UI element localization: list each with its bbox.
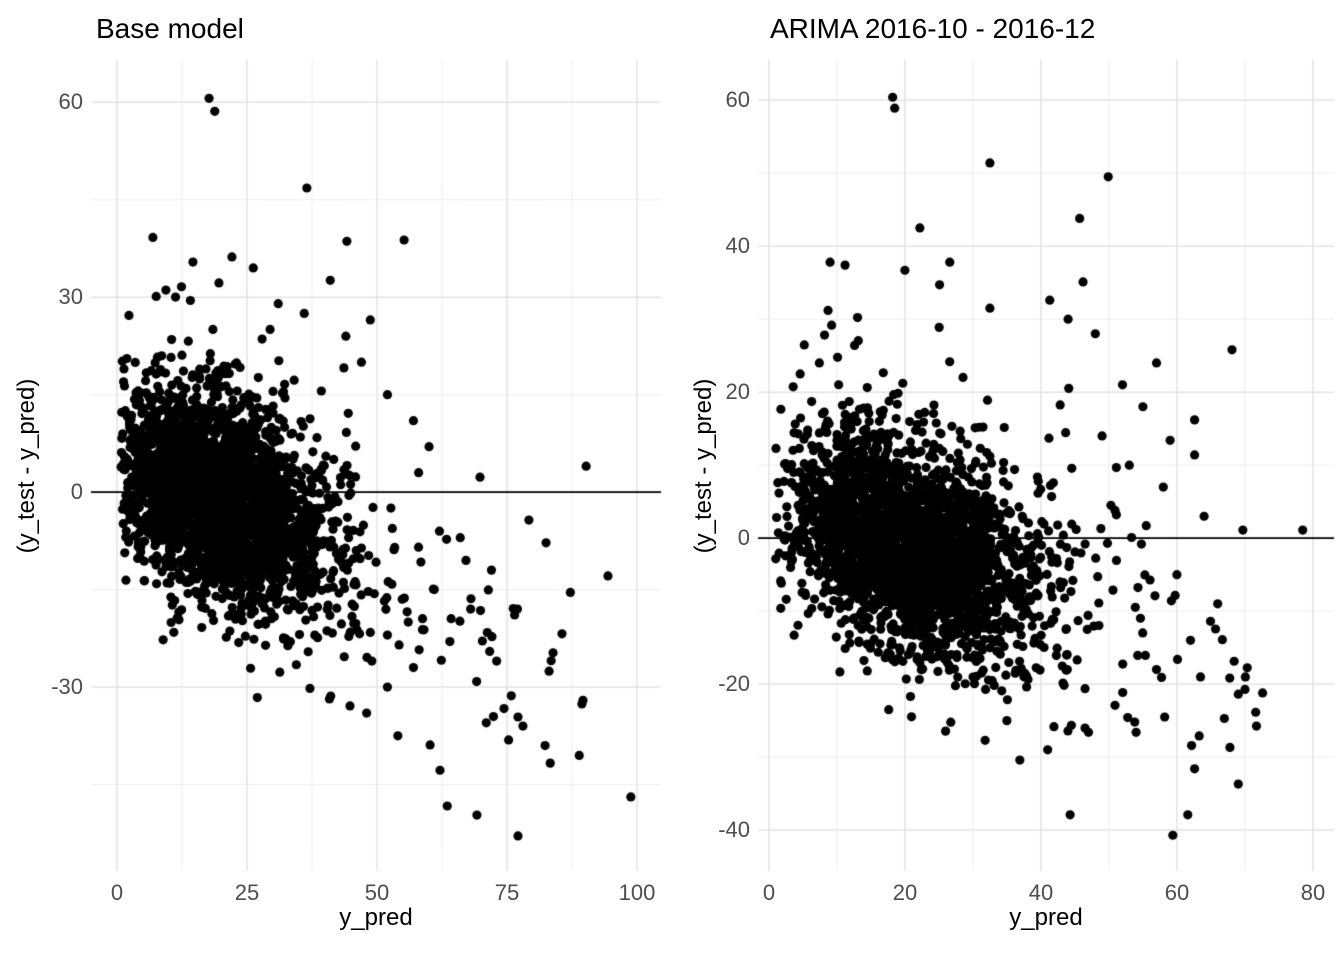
y-tick-label: 0 (70, 479, 83, 504)
x-tick-label: 0 (110, 880, 124, 905)
x-tick-label: 0 (762, 880, 776, 905)
y-tick-label: -20 (718, 671, 750, 696)
x-tick-label: 50 (364, 880, 390, 905)
y-tick-label: 0 (737, 525, 750, 550)
x-tick-label: 80 (1300, 880, 1326, 905)
left-x-axis-title: y_pred (339, 904, 413, 931)
left-plot-title: Base model (96, 13, 244, 44)
x-tick-label: 100 (618, 880, 656, 905)
right-x-axis-title: y_pred (1009, 904, 1083, 931)
x-tick-label: 25 (234, 880, 260, 905)
x-tick-label: 40 (1028, 880, 1054, 905)
x-tick-label: 75 (494, 880, 520, 905)
y-tick-label: 30 (58, 284, 83, 309)
x-tick-label: 60 (1164, 880, 1190, 905)
right-plot-title: ARIMA 2016-10 - 2016-12 (770, 13, 1096, 44)
y-tick-label: -40 (718, 817, 750, 842)
y-tick-label: 60 (725, 87, 750, 112)
left-y-axis-title: (y_test - y_pred) (13, 378, 40, 554)
y-tick-label: 20 (725, 379, 750, 404)
y-tick-label: 60 (58, 89, 83, 114)
x-tick-label: 20 (892, 880, 918, 905)
y-tick-label: -30 (51, 674, 83, 699)
y-tick-label: 40 (725, 233, 750, 258)
